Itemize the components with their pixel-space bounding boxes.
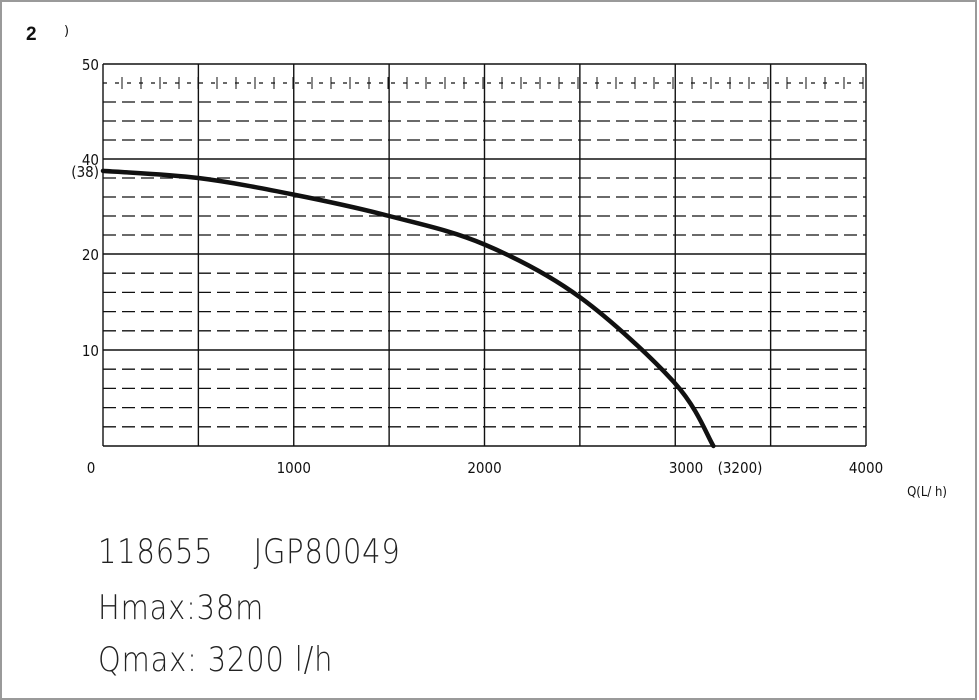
qmax-text: Qmax: 3200 l/h xyxy=(98,640,333,680)
y-tick-label: (38) xyxy=(71,163,99,181)
y-tick-label: 20 xyxy=(82,246,99,264)
x-tick-label: (3200) xyxy=(718,459,763,477)
x-tick-label: 1000 xyxy=(277,459,311,477)
y-tick-label: 10 xyxy=(82,342,99,360)
x-tick-label: 4000 xyxy=(849,459,883,477)
x-tick-label: 0 xyxy=(87,459,96,477)
model-number-text: 118655 JGP80049 xyxy=(98,532,401,572)
y-tick-label: 50 xyxy=(82,56,99,74)
x-tick-label: 3000 xyxy=(669,459,703,477)
pump-curve-line xyxy=(103,171,713,446)
x-tick-label: 2000 xyxy=(467,459,501,477)
hmax-text: Hmax:38m xyxy=(98,588,264,628)
x-axis-label: Q(L/ h) xyxy=(907,485,947,500)
